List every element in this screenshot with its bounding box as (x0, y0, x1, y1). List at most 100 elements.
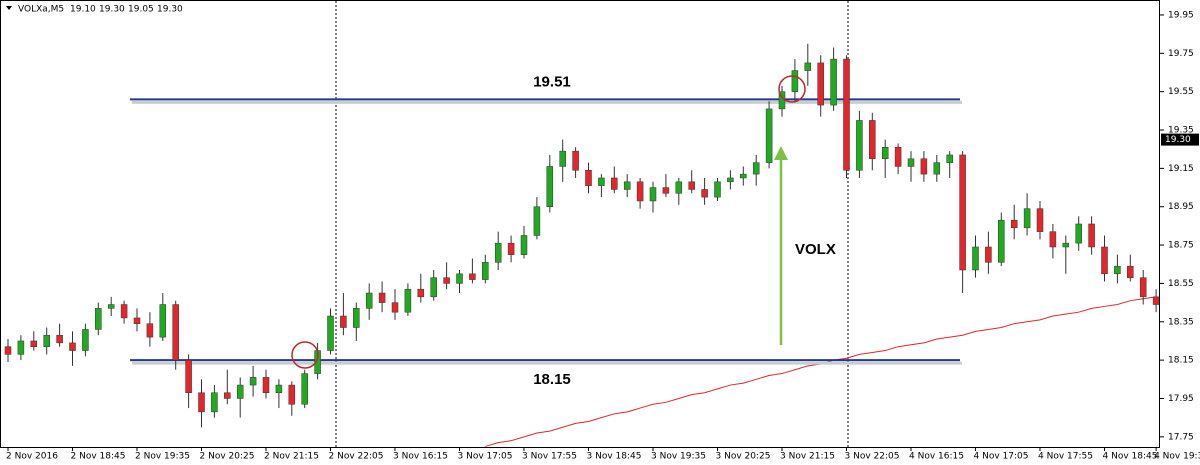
candle-body (404, 288, 412, 313)
candle-body (727, 177, 734, 183)
x-tick-label: 3 Nov 19:35 (651, 452, 706, 462)
candle-body (1075, 223, 1082, 244)
candle-body (791, 70, 799, 92)
candle-body (107, 304, 115, 309)
candle-body (1062, 242, 1070, 248)
candle-body (224, 392, 231, 399)
y-tick-label: 19.55 (1168, 87, 1194, 97)
candle-body (830, 58, 837, 106)
y-tick-label: 18.75 (1168, 241, 1194, 251)
candle-body (1139, 277, 1147, 298)
candle-body (417, 288, 425, 298)
candle-body (430, 277, 437, 298)
x-tick-label: 3 Nov 18:45 (587, 452, 642, 462)
candle-body (391, 302, 399, 313)
y-tick-label: 17.75 (1168, 432, 1194, 442)
circle-marker (291, 341, 319, 369)
x-tick-label: 2 Nov 22:05 (329, 452, 384, 462)
price-tag-label: 19.30 (1165, 135, 1191, 145)
y-tick-label: 19.15 (1168, 164, 1194, 174)
y-tick-label: 18.55 (1168, 279, 1194, 289)
candle-body (894, 147, 902, 167)
candle-body (327, 315, 334, 351)
candle-body (1023, 208, 1031, 229)
candle-body (714, 181, 721, 198)
candle-body (675, 181, 683, 194)
x-tick-label: 3 Nov 17:05 (458, 452, 513, 462)
candle-body (211, 392, 218, 413)
candle-body (985, 246, 992, 263)
x-tick-label: 2 Nov 18:45 (71, 452, 126, 462)
y-tick-label: 18.35 (1168, 317, 1194, 327)
x-tick-label: 2 Nov 21:15 (264, 452, 319, 462)
ohlc-value: 19.30 (157, 5, 183, 15)
arrow-head (774, 146, 788, 160)
candle-body (275, 384, 283, 393)
candle-body (933, 162, 941, 175)
candle-body (1036, 208, 1044, 232)
candle-body (17, 340, 25, 355)
ohlc-value: 19.05 (128, 5, 154, 15)
candle-body (469, 273, 476, 280)
level-label: 19.51 (533, 73, 571, 90)
candle-body (1101, 246, 1108, 275)
candle-body (662, 187, 670, 194)
candle-body (43, 334, 50, 347)
candle-body (585, 170, 592, 186)
x-tick-label: 4 Nov 17:55 (1038, 452, 1093, 462)
x-tick-label: 3 Nov 20:25 (716, 452, 771, 462)
candle-body (623, 181, 631, 190)
candle-body (456, 273, 463, 284)
candle-body (95, 308, 102, 330)
candle-body (546, 166, 554, 207)
candle-body (82, 329, 89, 351)
candle-body (611, 177, 618, 190)
x-tick-label: 3 Nov 22:05 (845, 452, 900, 462)
x-tick-label: 4 Nov 16:15 (909, 452, 964, 462)
ohlc-header: 19.10 19.30 19.05 19.30 (70, 5, 183, 15)
x-tick-label: 4 Nov 17:05 (974, 452, 1029, 462)
candle-body (920, 158, 928, 175)
candle-body (120, 304, 128, 319)
ohlc-value: 19.30 (99, 5, 125, 15)
candle-body (636, 181, 644, 202)
x-tick-label: 4 Nov 19:3 (1154, 452, 1200, 462)
x-tick-label: 3 Nov 16:15 (393, 452, 448, 462)
x-tick-label: 2 Nov 20:25 (200, 452, 255, 462)
candle-body (559, 150, 566, 167)
candle-body (649, 187, 657, 202)
candle-body (133, 317, 141, 324)
candle-body (959, 154, 966, 271)
candle-body (572, 150, 579, 171)
candle-body (869, 120, 876, 160)
candle-body (1114, 265, 1121, 275)
candle-body (4, 346, 12, 355)
candle-body (482, 262, 489, 280)
candle-body (146, 323, 154, 338)
y-tick-label: 18.95 (1168, 202, 1194, 212)
candle-body (30, 340, 38, 347)
candle-body (236, 384, 244, 399)
annotation: VOLX (795, 241, 836, 258)
candle-body (946, 154, 953, 163)
candle-body (56, 334, 63, 344)
level-label: 18.15 (533, 371, 571, 388)
candle-body (907, 158, 915, 167)
candle-body (159, 304, 167, 338)
candle-body (533, 206, 541, 236)
candle-body (856, 120, 863, 171)
candle-body (249, 377, 257, 386)
x-tick-label: 3 Nov 17:55 (522, 452, 577, 462)
candle-body (507, 242, 515, 255)
plot: 19.51 18.15 (4, 43, 1160, 447)
y-tick-label: 19.95 (1168, 10, 1194, 20)
candle-body (301, 373, 308, 405)
candle-body (1049, 231, 1057, 248)
candle-body (972, 246, 979, 271)
candle-body (520, 235, 528, 255)
candle-body (340, 315, 347, 328)
candle-body (288, 384, 296, 405)
plot-frame (0, 0, 1160, 448)
candle-body (804, 62, 812, 71)
